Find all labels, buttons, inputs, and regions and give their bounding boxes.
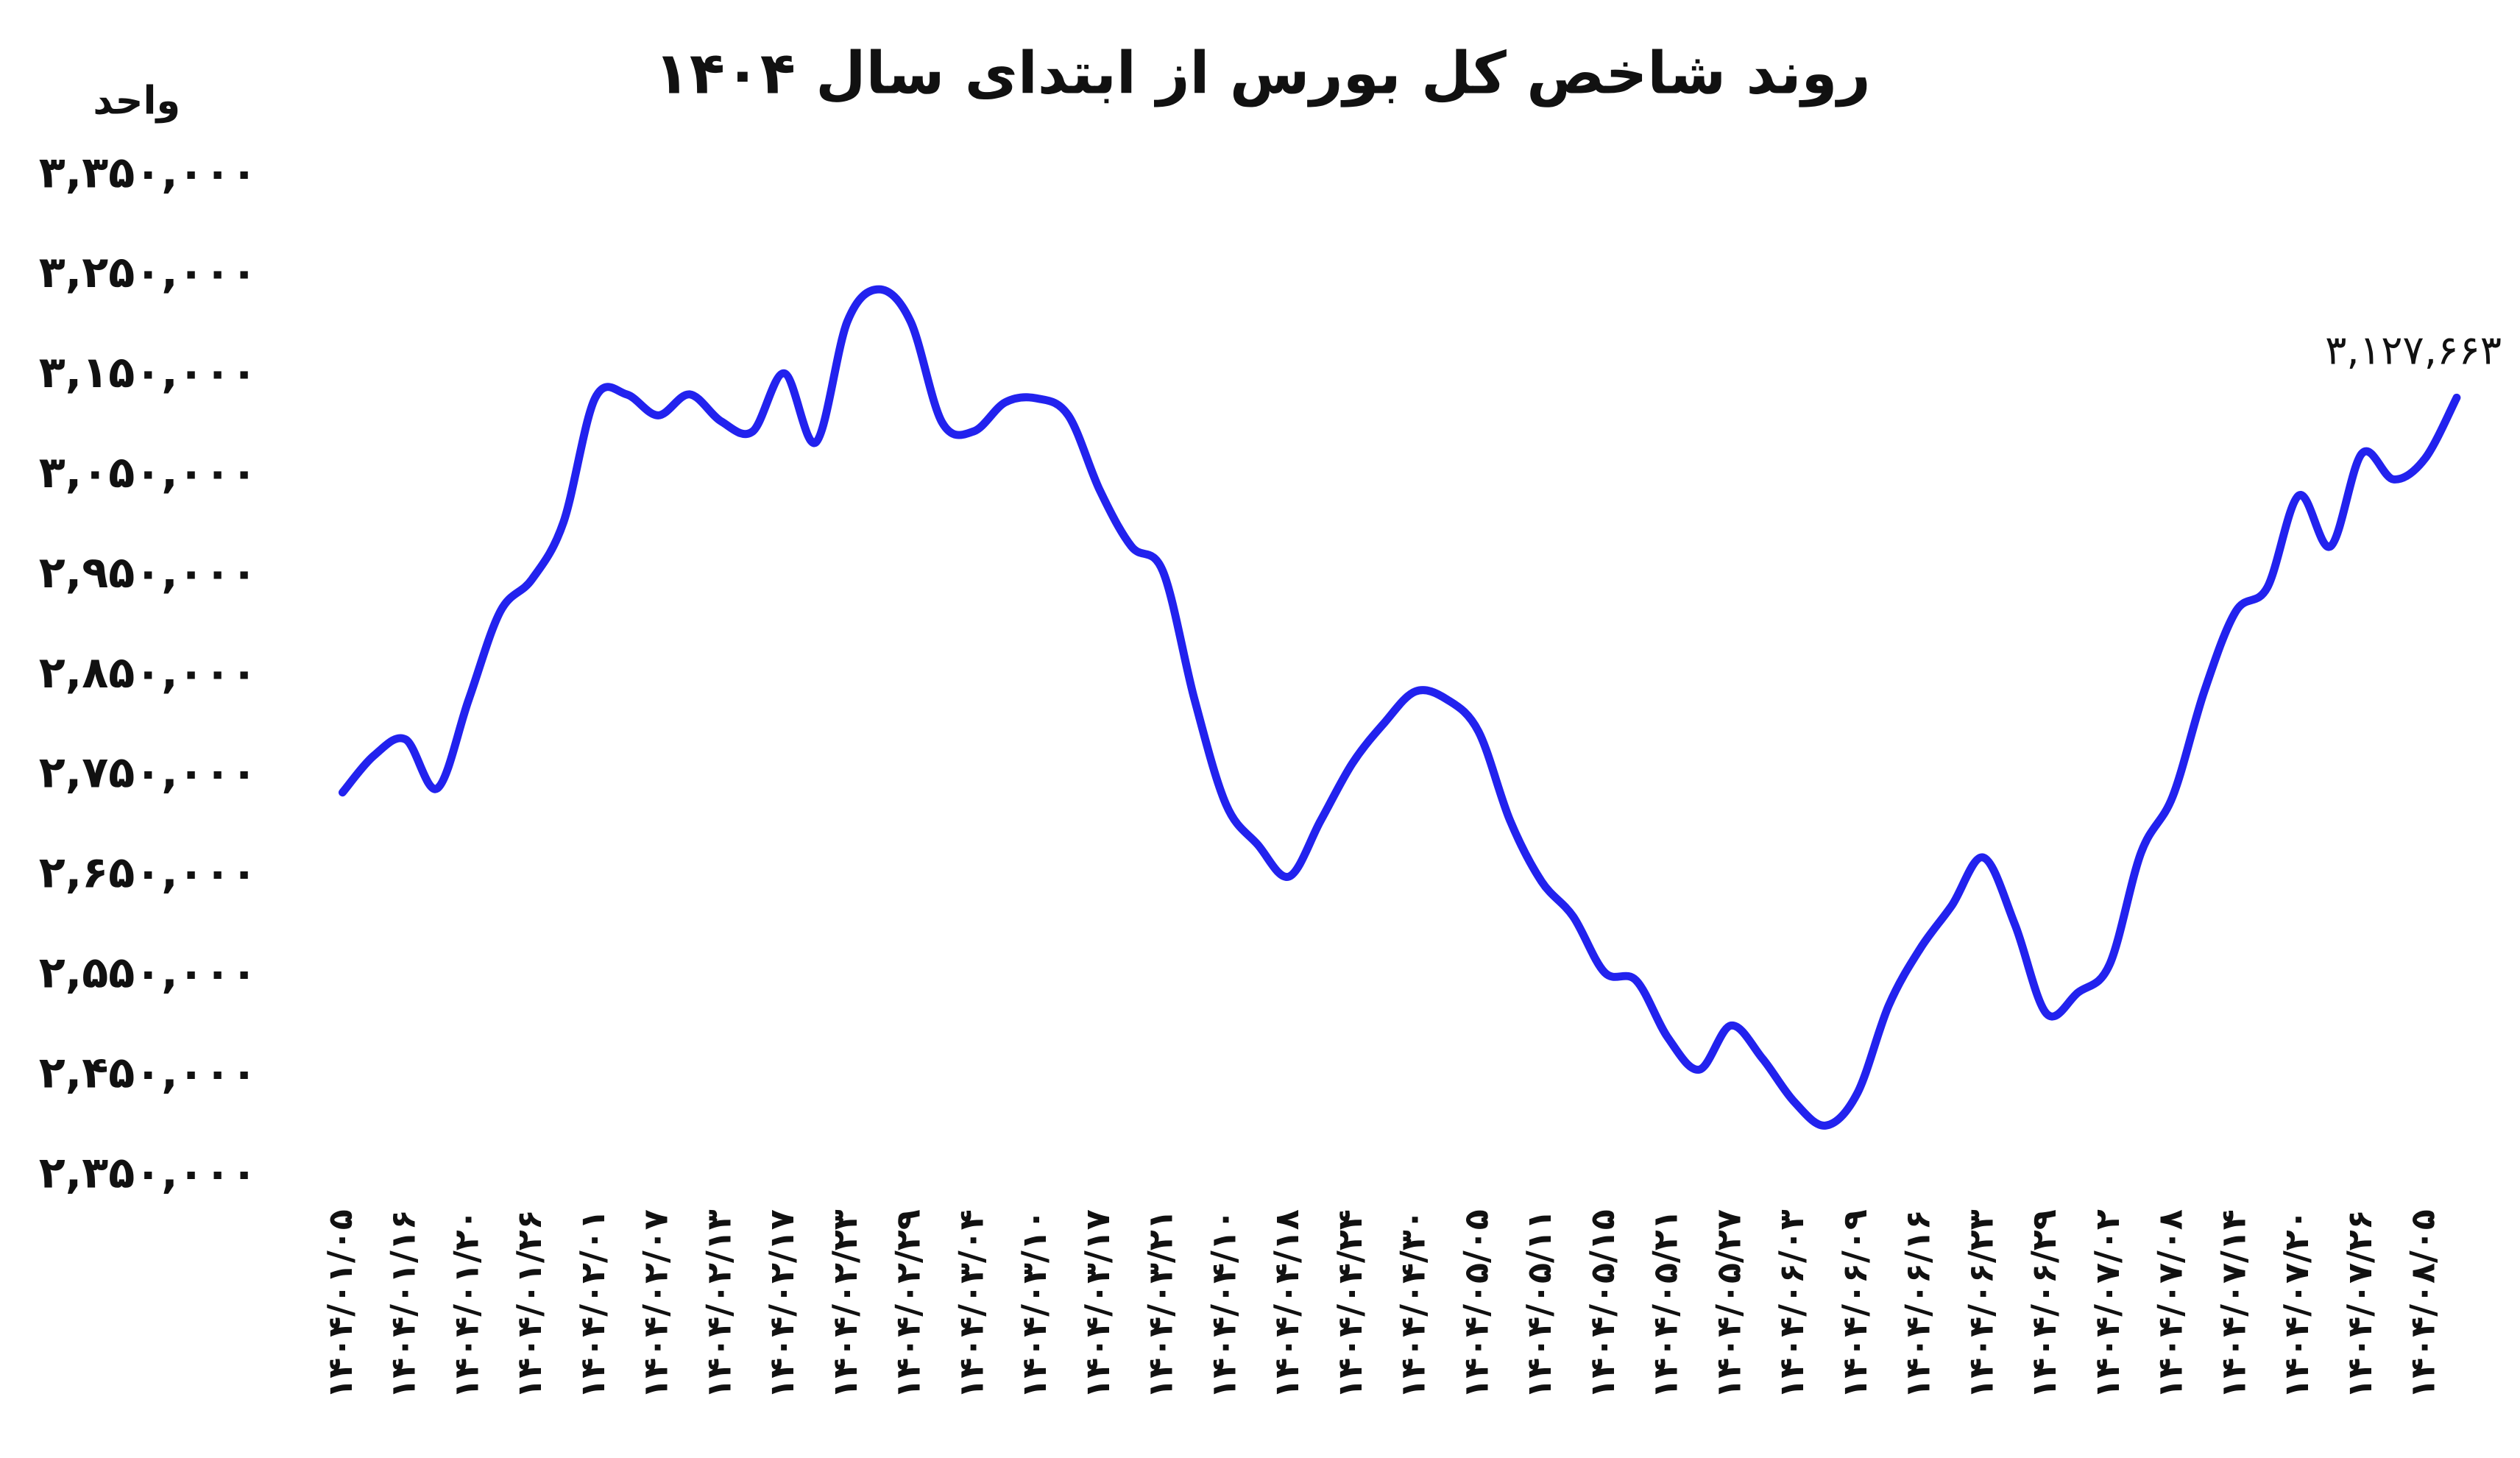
y-tick-label: ۲,۵۵۰,۰۰۰ <box>39 947 258 998</box>
y-tick-label: ۲,۸۵۰,۰۰۰ <box>39 647 258 698</box>
x-tick-label: ۱۴۰۴/۰۶/۱۶ <box>1898 1209 1938 1399</box>
x-tick-label: ۱۴۰۴/۰۶/۰۹ <box>1835 1209 1875 1399</box>
x-tick-label: ۱۴۰۴/۰۵/۲۱ <box>1646 1209 1685 1399</box>
x-tick-label: ۱۴۰۴/۰۵/۱۱ <box>1519 1209 1559 1399</box>
x-tick-label: ۱۴۰۴/۰۶/۲۳ <box>1961 1209 2000 1399</box>
x-tick-label: ۱۴۰۴/۰۷/۰۲ <box>2087 1209 2127 1399</box>
y-tick-label: ۲,۷۵۰,۰۰۰ <box>39 747 258 798</box>
x-tick-label: ۱۴۰۴/۰۳/۲۱ <box>1141 1209 1181 1399</box>
y-tick-label: ۲,۳۵۰,۰۰۰ <box>39 1147 258 1197</box>
chart-title: روند شاخص کل بورس از ابتدای سال ۱۴۰۴ <box>654 39 1871 107</box>
y-tick-label: ۳,۳۵۰,۰۰۰ <box>39 146 258 197</box>
x-tick-label: ۱۴۰۴/۰۲/۱۳ <box>698 1209 738 1399</box>
x-tick-label: ۱۴۰۴/۰۵/۲۷ <box>1708 1209 1748 1399</box>
x-tick-label: ۱۴۰۴/۰۲/۲۳ <box>825 1209 865 1399</box>
x-tick-label: ۱۴۰۴/۰۵/۱۵ <box>1582 1209 1622 1399</box>
y-axis-label: واحد <box>93 78 180 123</box>
x-tick-label: ۱۴۰۴/۰۵/۰۵ <box>1456 1209 1496 1399</box>
x-tick-label: ۱۴۰۴/۰۳/۰۴ <box>951 1209 991 1399</box>
y-tick-label: ۳,۰۵۰,۰۰۰ <box>39 447 258 498</box>
y-tick-label: ۳,۲۵۰,۰۰۰ <box>39 247 258 297</box>
x-tick-label: ۱۴۰۴/۰۷/۰۸ <box>2151 1209 2190 1399</box>
x-tick-label: ۱۴۰۴/۰۴/۲۴ <box>1330 1209 1370 1399</box>
x-tick-label: ۱۴۰۴/۰۱/۲۶ <box>509 1209 549 1399</box>
x-tick-label: ۱۴۰۴/۰۲/۰۱ <box>573 1209 612 1399</box>
x-tick-label: ۱۴۰۴/۰۳/۱۷ <box>1077 1209 1117 1399</box>
y-tick-label: ۲,۴۵۰,۰۰۰ <box>39 1047 258 1097</box>
x-tick-label: ۱۴۰۴/۰۷/۲۰ <box>2276 1209 2316 1399</box>
x-tick-label: ۱۴۰۴/۰۴/۱۸ <box>1267 1209 1306 1399</box>
x-tick-label: ۱۴۰۴/۰۷/۱۴ <box>2213 1209 2253 1399</box>
x-tick-label: ۱۴۰۴/۰۲/۱۷ <box>762 1209 801 1399</box>
x-tick-label: ۱۴۰۴/۰۴/۱۰ <box>1203 1209 1243 1399</box>
x-tick-label: ۱۴۰۴/۰۶/۰۳ <box>1772 1209 1811 1399</box>
data-label: ۳,۱۲۷,۶۶۳ <box>2325 326 2502 373</box>
y-tick-label: ۲,۹۵۰,۰۰۰ <box>39 547 258 598</box>
x-tick-label: ۱۴۰۴/۰۱/۱۶ <box>383 1209 423 1399</box>
x-tick-label: ۱۴۰۴/۰۶/۲۹ <box>2024 1209 2064 1399</box>
x-tick-label: ۱۴۰۴/۰۱/۰۵ <box>320 1209 360 1399</box>
x-tick-label: ۱۴۰۴/۰۳/۱۰ <box>1014 1209 1054 1399</box>
x-tick-label: ۱۴۰۴/۰۴/۳۰ <box>1393 1209 1433 1399</box>
y-tick-label: ۲,۶۵۰,۰۰۰ <box>39 847 258 898</box>
x-tick-label: ۱۴۰۴/۰۸/۰۵ <box>2403 1209 2443 1399</box>
x-tick-label: ۱۴۰۴/۰۲/۰۷ <box>636 1209 676 1399</box>
series-line <box>338 285 2461 1130</box>
x-tick-label: ۱۴۰۴/۰۷/۲۶ <box>2340 1209 2379 1399</box>
x-tick-label: ۱۴۰۴/۰۲/۲۹ <box>888 1209 928 1399</box>
y-tick-label: ۳,۱۵۰,۰۰۰ <box>39 347 258 397</box>
x-tick-label: ۱۴۰۴/۰۱/۲۰ <box>446 1209 486 1399</box>
